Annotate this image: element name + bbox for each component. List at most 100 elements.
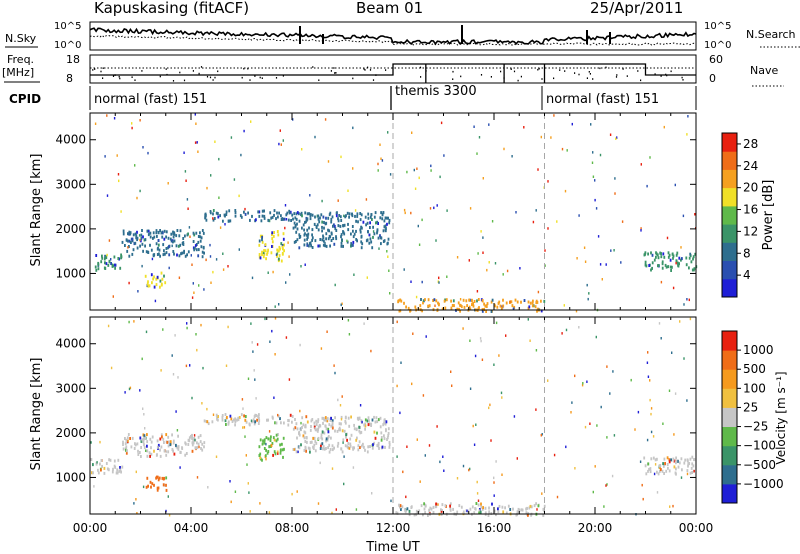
echo-cell [667, 265, 670, 269]
echo-cell [644, 464, 647, 468]
echo-cell [663, 457, 666, 461]
echo-cell [351, 212, 353, 216]
echo-cell [493, 363, 495, 366]
echo-cell [665, 469, 668, 473]
echo-cell [621, 220, 624, 223]
echo-cell [140, 236, 143, 240]
echo-cell [116, 154, 118, 157]
nave-point [275, 77, 278, 79]
echo-cell [330, 416, 332, 420]
echo-cell [376, 420, 379, 424]
echo-cell [643, 253, 646, 257]
echo-cell [164, 252, 166, 256]
echo-cell [146, 449, 149, 453]
echo-cell [385, 420, 388, 424]
echo-cell [189, 235, 191, 238]
echo-cell [340, 233, 343, 237]
echo-cell [129, 232, 132, 236]
echo-cell [295, 422, 298, 426]
echo-cell [307, 446, 310, 450]
echo-cell [380, 242, 382, 246]
echo-cell [166, 440, 169, 444]
echo-cell [488, 406, 490, 410]
echo-cell [194, 446, 197, 450]
echo-cell [675, 253, 678, 257]
echo-cell [377, 162, 379, 166]
echo-cell [662, 422, 664, 425]
echo-cell [566, 149, 568, 152]
echo-cell [383, 239, 386, 243]
echo-cell [355, 238, 358, 241]
echo-cell [324, 244, 326, 248]
velocity-colorbar-label: Velocity [m s⁻¹] [774, 371, 788, 464]
echo-cell [281, 244, 284, 247]
echo-cell [163, 476, 166, 480]
echo-cell [329, 418, 332, 422]
echo-cell [248, 423, 251, 427]
echo-cell [106, 194, 109, 197]
echo-cell [146, 444, 148, 448]
echo-cell [360, 235, 363, 239]
echo-cell [324, 416, 327, 420]
echo-cell [302, 223, 305, 227]
echo-cell [334, 371, 336, 375]
colorbar-tick-label: 500 [743, 362, 766, 376]
echo-cell [476, 152, 478, 155]
echo-cell [324, 222, 327, 226]
colorbar-tick-label: 8 [743, 246, 751, 260]
echo-cell [339, 224, 342, 228]
echo-cell [147, 233, 150, 237]
echo-cell [512, 507, 514, 511]
echo-cell [667, 251, 670, 255]
echo-cell [343, 482, 345, 486]
echo-cell [201, 229, 204, 232]
echo-cell [308, 226, 310, 230]
echo-cell [150, 248, 153, 252]
echo-cell [224, 413, 227, 416]
echo-cell [288, 211, 291, 215]
echo-cell [418, 509, 421, 513]
echo-cell [331, 215, 334, 219]
echo-cell [328, 443, 331, 447]
echo-cell [650, 412, 652, 416]
echo-cell [410, 506, 413, 509]
echo-cell [332, 237, 335, 240]
echo-cell [346, 445, 349, 449]
echo-cell [452, 507, 454, 511]
echo-cell [527, 300, 530, 304]
echo-cell [175, 234, 178, 238]
echo-cell [449, 508, 452, 512]
echo-cell [196, 141, 198, 144]
echo-cell [150, 485, 152, 489]
echo-cell [541, 433, 543, 436]
echo-cell [144, 427, 146, 430]
echo-cell [422, 394, 425, 397]
echo-cell [258, 214, 261, 218]
echo-cell [293, 221, 296, 225]
echo-cell [273, 209, 276, 213]
echo-cell [197, 240, 200, 244]
echo-cell [194, 141, 197, 144]
echo-cell [274, 317, 277, 320]
echo-cell [228, 209, 231, 213]
echo-cell [340, 418, 343, 421]
echo-cell [298, 219, 301, 223]
echo-cell [234, 214, 237, 218]
echo-cell [336, 429, 339, 433]
echo-cell [305, 415, 308, 419]
echo-cell [172, 240, 174, 244]
echo-cell [654, 463, 657, 466]
echo-cell [496, 305, 499, 309]
echo-cell [382, 229, 385, 233]
echo-cell [95, 254, 98, 257]
echo-cell [125, 445, 128, 449]
echo-cell [399, 298, 402, 302]
echo-cell [124, 391, 126, 394]
echo-cell [135, 470, 137, 474]
echo-cell [347, 319, 350, 322]
echo-cell [159, 229, 161, 232]
y-tick-label: 2000 [55, 426, 86, 440]
echo-cell [300, 428, 302, 432]
echo-cell [100, 459, 103, 462]
echo-cell [643, 456, 646, 460]
